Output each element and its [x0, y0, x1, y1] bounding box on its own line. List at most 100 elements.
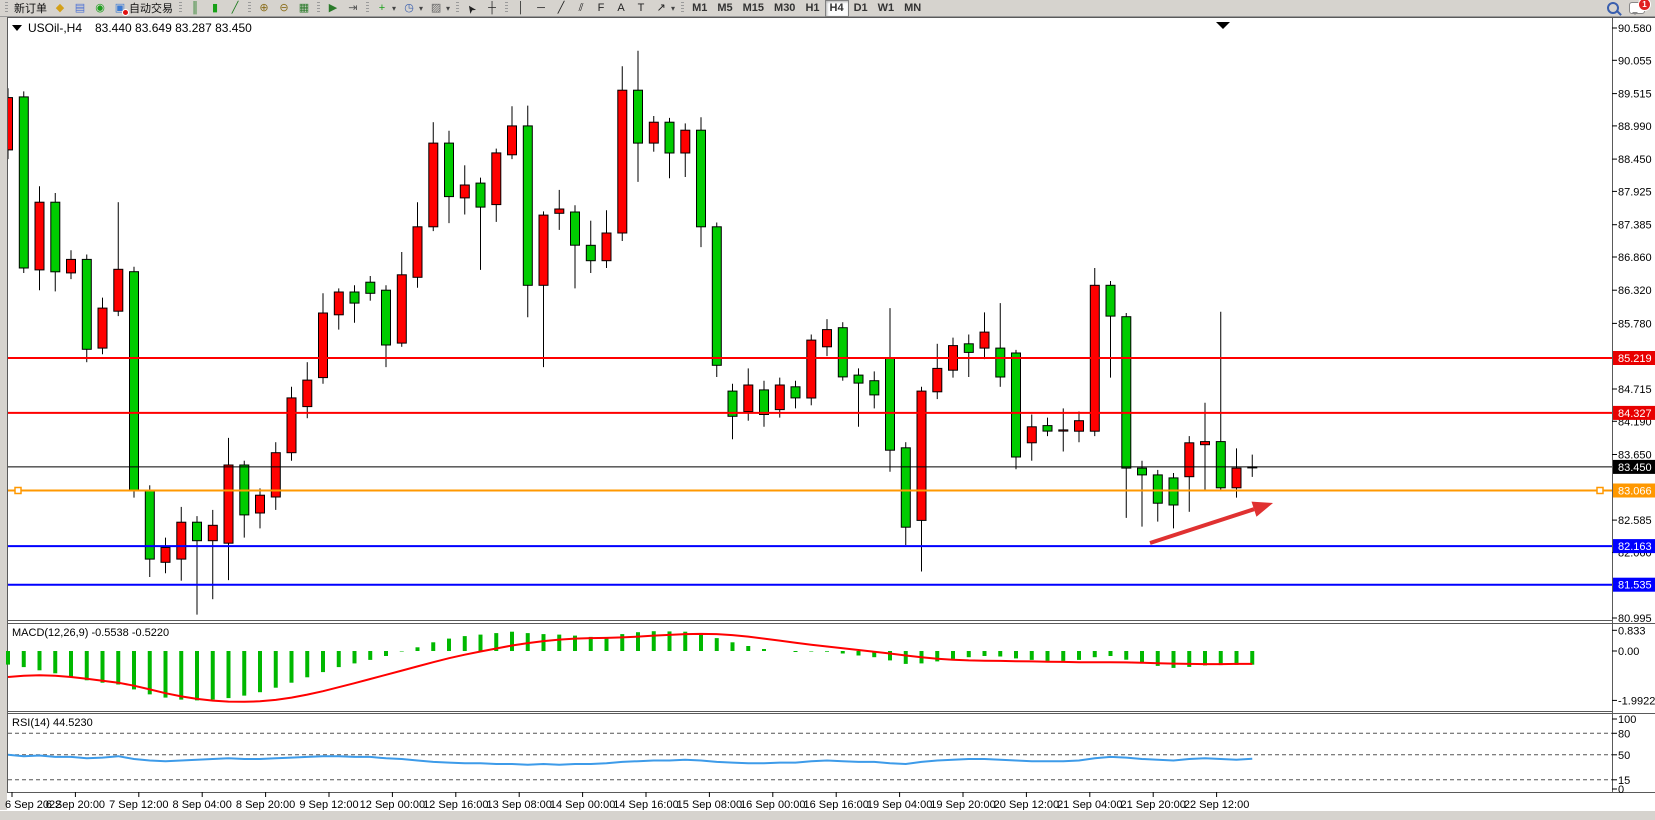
- line-chart-button[interactable]: ╱: [225, 0, 245, 17]
- time-label: 6 Sep 2022: [5, 799, 61, 810]
- chevron-down-icon[interactable]: ▾: [419, 3, 424, 13]
- time-label: 21 Sep 20:00: [1120, 799, 1185, 810]
- line-handle[interactable]: [14, 486, 22, 495]
- chart-canvas[interactable]: 90.580 90.055 89.515 88.990 88.450 87.925 87.3…: [0, 17, 1655, 810]
- chat-icon[interactable]: 1: [1629, 0, 1651, 15]
- bar-chart-button[interactable]: ║: [185, 0, 205, 17]
- rsi-levels: [8, 732, 1612, 781]
- candlestick-chart-button[interactable]: ▮: [205, 0, 225, 17]
- fibo-icon: F: [597, 1, 605, 14]
- autotrading-button[interactable]: ▣ 自动交易: [110, 0, 176, 17]
- arrows-button[interactable]: ↗ ▾: [651, 0, 678, 17]
- price-tag: 83.066: [1618, 486, 1652, 498]
- trend-arrow-annotation[interactable]: [1149, 501, 1273, 545]
- candle: [459, 184, 470, 199]
- time-label: 22 Sep 12:00: [1184, 799, 1249, 810]
- timeframe-d1-button[interactable]: D1: [853, 2, 868, 14]
- indicators-button[interactable]: + ▾: [372, 0, 399, 17]
- periods-button[interactable]: ◷ ▾: [399, 0, 426, 17]
- trendline-button[interactable]: ╱: [551, 0, 571, 17]
- candle: [160, 547, 171, 563]
- timeframe-m30-button[interactable]: M30: [774, 2, 796, 14]
- symbol-dropdown-icon[interactable]: [12, 25, 22, 31]
- candle: [900, 447, 911, 528]
- line-handle[interactable]: [1596, 486, 1604, 495]
- candle: [302, 379, 313, 408]
- fibonacci-button[interactable]: F: [591, 0, 611, 17]
- candle: [129, 271, 139, 491]
- time-label: 14 Sep 00:00: [550, 799, 615, 810]
- zoomout-icon: ⊖: [279, 1, 289, 14]
- svg-text:87.925: 87.925: [1618, 186, 1652, 198]
- timeframe-m15-button[interactable]: M15: [742, 2, 765, 14]
- new-order-button[interactable]: 新订单: [11, 0, 50, 17]
- zoom-out-button[interactable]: ⊖: [274, 0, 294, 17]
- time-label: 19 Sep 04:00: [867, 799, 932, 810]
- auto-scroll-button[interactable]: ▶: [323, 0, 343, 17]
- candle: [1200, 441, 1210, 446]
- svg-text:50: 50: [1618, 750, 1630, 762]
- timeframe-w1-button[interactable]: W1: [877, 2, 895, 14]
- text-icon: A: [617, 1, 625, 14]
- horizontal-line-button[interactable]: ─: [531, 0, 551, 17]
- timeframe-m5-button[interactable]: M5: [717, 2, 733, 14]
- vertical-line-button[interactable]: │: [511, 0, 531, 17]
- channel-icon: ⫽: [578, 1, 584, 14]
- chart-shift-button[interactable]: ⇥: [343, 0, 363, 17]
- time-label: 12 Sep 16:00: [423, 799, 488, 810]
- candle: [711, 226, 722, 366]
- rsi-panel: RSI(14) 44.5230 100 80 50 150: [7, 714, 1636, 796]
- candle: [696, 129, 706, 228]
- candle: [932, 367, 943, 393]
- time-label: 14 Sep 16:00: [613, 799, 678, 810]
- candle: [1105, 284, 1116, 317]
- candle: [270, 452, 281, 498]
- text-label-button[interactable]: T: [631, 0, 651, 17]
- timeframe-m1-button[interactable]: M1: [692, 2, 708, 14]
- timeframe-h4-button[interactable]: H4: [824, 0, 849, 17]
- time-label: 20 Sep 12:00: [994, 799, 1059, 810]
- candle: [475, 182, 486, 208]
- alerts-button[interactable]: ◉: [90, 0, 110, 17]
- candle: [491, 152, 502, 206]
- order-icon-button[interactable]: ◆: [50, 0, 70, 17]
- autotrading-button-label: 自动交易: [129, 3, 173, 15]
- time-label: 6 Sep 20:00: [46, 799, 105, 810]
- rsi-label: RSI(14) 44.5230: [12, 717, 93, 729]
- search-icon[interactable]: [1607, 2, 1619, 14]
- candle: [570, 211, 580, 246]
- text-button[interactable]: A: [611, 0, 631, 17]
- candle: [428, 142, 439, 228]
- macd-panel: MACD(12,26,9) -0.5538 -0.5220 0.833 0.00 -1…: [6, 625, 1655, 707]
- tile-icon: ▦: [298, 1, 310, 14]
- horizontal-lines-layer[interactable]: [8, 357, 1612, 586]
- time-label: 8 Sep 04:00: [173, 799, 232, 810]
- chevron-down-icon[interactable]: ▾: [671, 3, 676, 13]
- chevron-down-icon[interactable]: ▾: [392, 3, 397, 13]
- templates-button[interactable]: ▨ ▾: [426, 0, 453, 17]
- svg-text:0: 0: [1618, 784, 1624, 796]
- candle: [995, 347, 1006, 378]
- candle: [286, 397, 297, 454]
- print-chart-button[interactable]: ▤: [70, 0, 90, 17]
- timeframe-h1-button[interactable]: H1: [805, 2, 820, 14]
- candle: [727, 390, 738, 417]
- zoom-in-button[interactable]: ⊕: [254, 0, 274, 17]
- equidistant-channel-button[interactable]: ⫽: [571, 0, 591, 17]
- candle: [806, 339, 817, 399]
- time-label: 16 Sep 16:00: [803, 799, 868, 810]
- crosshair-button[interactable]: ┼: [482, 0, 502, 17]
- svg-text:90.580: 90.580: [1618, 23, 1652, 35]
- chart-title: USOil-,H4 83.440 83.649 83.287 83.450: [12, 21, 252, 35]
- candle: [869, 380, 880, 396]
- timeframe-mn-button[interactable]: MN: [904, 2, 922, 14]
- price-axis: 90.580 90.055 89.515 88.990 88.450 87.925 87.3…: [1612, 23, 1652, 625]
- chevron-down-icon[interactable]: ▾: [446, 3, 451, 13]
- label-icon: T: [637, 1, 645, 14]
- cursor-button[interactable]: ➤: [462, 0, 482, 17]
- svg-text:89.515: 89.515: [1618, 89, 1652, 101]
- candle: [255, 494, 265, 514]
- svg-text:88.450: 88.450: [1618, 154, 1652, 166]
- tile-windows-button[interactable]: ▦: [294, 0, 314, 17]
- clock-icon: ◷: [404, 1, 414, 14]
